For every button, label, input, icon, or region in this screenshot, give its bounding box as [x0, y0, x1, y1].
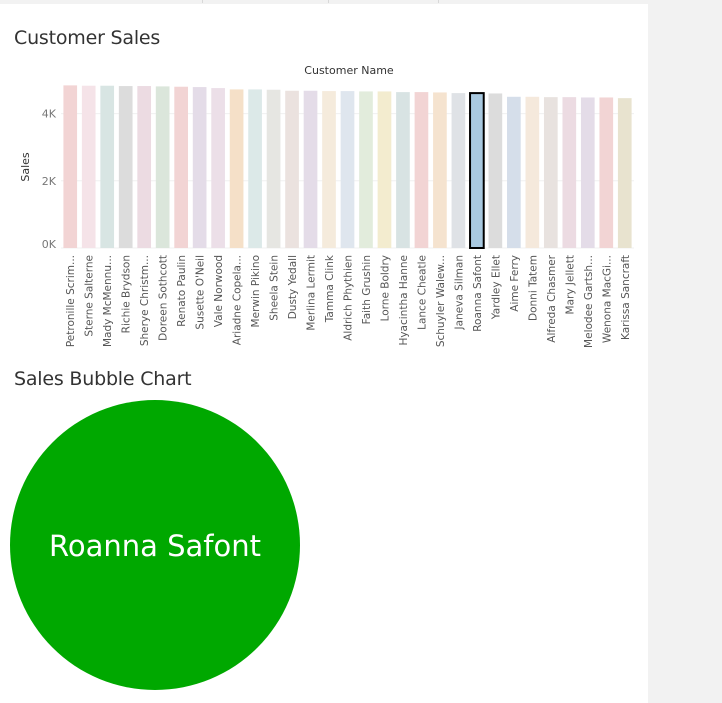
category-label[interactable]: Doreen Sothcott [158, 255, 170, 341]
category-label[interactable]: Susette O'Neil [195, 255, 207, 330]
bar[interactable] [100, 85, 115, 248]
bar[interactable] [543, 97, 558, 248]
bar[interactable] [599, 97, 614, 248]
category-label[interactable]: Roanna Safont [472, 255, 484, 332]
bubble-label: Roanna Safont [49, 529, 261, 563]
y-axis-ticks: 0K 2K 4K [42, 108, 57, 251]
bar[interactable] [303, 90, 318, 248]
bar[interactable] [617, 98, 632, 248]
bar[interactable] [488, 93, 503, 248]
bar[interactable] [433, 92, 447, 248]
category-label[interactable]: Donni Tatem [527, 255, 539, 321]
sales-bubble-title: Sales Bubble Chart [14, 368, 192, 390]
category-label[interactable]: Sheela Stein [269, 255, 281, 321]
bar[interactable] [340, 91, 355, 248]
category-label[interactable]: Petronille Scrim... [65, 255, 77, 347]
bars[interactable] [63, 85, 632, 249]
category-label[interactable]: Wenona MacGi... [601, 255, 613, 343]
bar[interactable] [81, 85, 96, 248]
bar[interactable] [211, 88, 225, 249]
bar[interactable] [229, 89, 244, 249]
bar[interactable] [174, 86, 188, 248]
bar[interactable] [451, 93, 466, 248]
category-label[interactable]: Sterne Salterne [84, 255, 96, 337]
category-label[interactable]: Vale Norwood [213, 255, 225, 327]
customer-sales-bar-chart[interactable]: Customer Name Sales 0K 2K 4K Petronille Sc… [0, 4, 648, 364]
bar[interactable] [562, 97, 577, 248]
bubbles[interactable]: Roanna Safont [10, 400, 300, 690]
category-label[interactable]: Merlina Lermit [306, 255, 318, 331]
y-tick-label: 2K [42, 175, 57, 188]
bar[interactable] [525, 96, 540, 248]
y-axis-label: Sales [19, 152, 32, 182]
category-label[interactable]: Karissa Sancraft [620, 255, 632, 340]
bar[interactable] [192, 87, 207, 248]
strip-divider [202, 0, 203, 3]
bar[interactable] [396, 92, 410, 248]
customer-name-header: Customer Name [304, 64, 394, 77]
category-label[interactable]: Sherye Christm... [139, 255, 151, 346]
bar[interactable] [63, 85, 78, 248]
bar[interactable] [469, 92, 485, 249]
category-label[interactable]: Melodee Gartsh... [583, 255, 595, 348]
category-label[interactable]: Lance Cheatle [416, 255, 428, 330]
category-label[interactable]: Aldrich Phythien [343, 255, 355, 341]
bar[interactable] [507, 96, 521, 248]
bar[interactable] [155, 86, 170, 248]
category-label[interactable]: Tamma Clink [324, 254, 336, 323]
bar[interactable] [248, 89, 262, 249]
bar[interactable] [266, 89, 281, 248]
category-label[interactable]: Mary Jellett [564, 255, 576, 314]
category-label[interactable]: Mady McMennu... [102, 255, 114, 347]
strip-divider [438, 0, 439, 3]
category-label[interactable]: Faith Grushin [361, 255, 373, 324]
category-label[interactable]: Hyacintha Hanne [398, 255, 410, 346]
category-label[interactable]: Yardley Ellet [490, 255, 502, 320]
bar[interactable] [322, 91, 336, 248]
bar[interactable] [377, 91, 392, 248]
bar[interactable] [414, 92, 429, 248]
strip-divider [328, 0, 329, 3]
dashboard-canvas: Customer Sales Customer Name Sales 0K 2K 4… [0, 4, 648, 703]
category-label[interactable]: Dusty Yedall [287, 255, 299, 319]
category-label[interactable]: Ariadne Copela... [232, 255, 244, 345]
y-tick-label: 4K [42, 108, 57, 121]
category-label[interactable]: Renato Paulin [176, 255, 188, 327]
bar[interactable] [359, 91, 373, 248]
category-label[interactable]: Merwin Pikino [250, 255, 262, 327]
bar[interactable] [118, 86, 133, 248]
sales-bubble-chart[interactable]: Roanna Safont [0, 4, 648, 703]
bar[interactable] [285, 90, 299, 248]
category-label[interactable]: Schuyler Walew... [435, 255, 447, 347]
category-labels[interactable]: Petronille Scrim... Sterne Salterne Mady M… [65, 254, 632, 348]
category-label[interactable]: Janeva Silman [453, 255, 465, 330]
customer-sales-title: Customer Sales [14, 27, 161, 49]
category-label[interactable]: Richie Brydson [121, 255, 133, 333]
bar[interactable] [580, 97, 595, 248]
dashboard-top-strip [0, 0, 722, 4]
y-tick-label: 0K [42, 238, 57, 251]
category-label[interactable]: Alfreda Chasmer [546, 254, 558, 342]
category-label[interactable]: Lorne Boldry [379, 255, 391, 321]
bubble[interactable] [10, 400, 300, 690]
category-label[interactable]: Aime Ferry [509, 255, 521, 312]
bar[interactable] [137, 86, 152, 248]
